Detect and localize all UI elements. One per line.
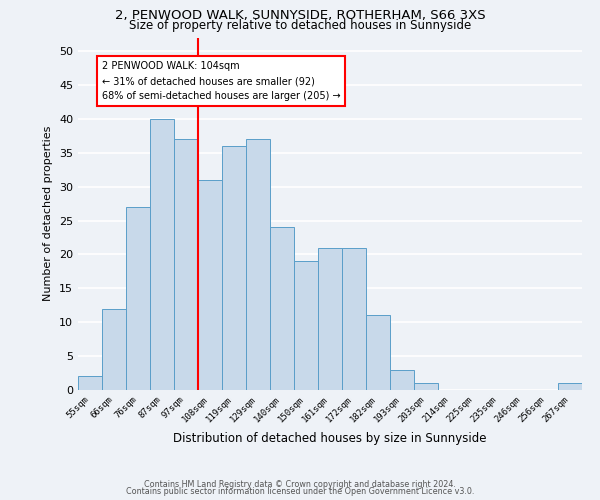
Bar <box>246 139 270 390</box>
Bar <box>390 370 414 390</box>
Bar <box>558 383 582 390</box>
Bar <box>198 180 222 390</box>
Bar <box>150 119 174 390</box>
Bar <box>318 248 342 390</box>
Text: 2 PENWOOD WALK: 104sqm
← 31% of detached houses are smaller (92)
68% of semi-det: 2 PENWOOD WALK: 104sqm ← 31% of detached… <box>102 61 341 101</box>
Bar <box>102 308 126 390</box>
Bar <box>270 228 294 390</box>
Text: Contains public sector information licensed under the Open Government Licence v3: Contains public sector information licen… <box>126 487 474 496</box>
Bar <box>294 261 318 390</box>
Bar <box>414 383 438 390</box>
Bar <box>366 316 390 390</box>
Bar <box>342 248 366 390</box>
Bar <box>78 376 102 390</box>
Bar <box>126 207 150 390</box>
Text: Size of property relative to detached houses in Sunnyside: Size of property relative to detached ho… <box>129 19 471 32</box>
Bar <box>174 139 198 390</box>
Text: Contains HM Land Registry data © Crown copyright and database right 2024.: Contains HM Land Registry data © Crown c… <box>144 480 456 489</box>
Bar <box>222 146 246 390</box>
X-axis label: Distribution of detached houses by size in Sunnyside: Distribution of detached houses by size … <box>173 432 487 446</box>
Y-axis label: Number of detached properties: Number of detached properties <box>43 126 53 302</box>
Text: 2, PENWOOD WALK, SUNNYSIDE, ROTHERHAM, S66 3XS: 2, PENWOOD WALK, SUNNYSIDE, ROTHERHAM, S… <box>115 9 485 22</box>
